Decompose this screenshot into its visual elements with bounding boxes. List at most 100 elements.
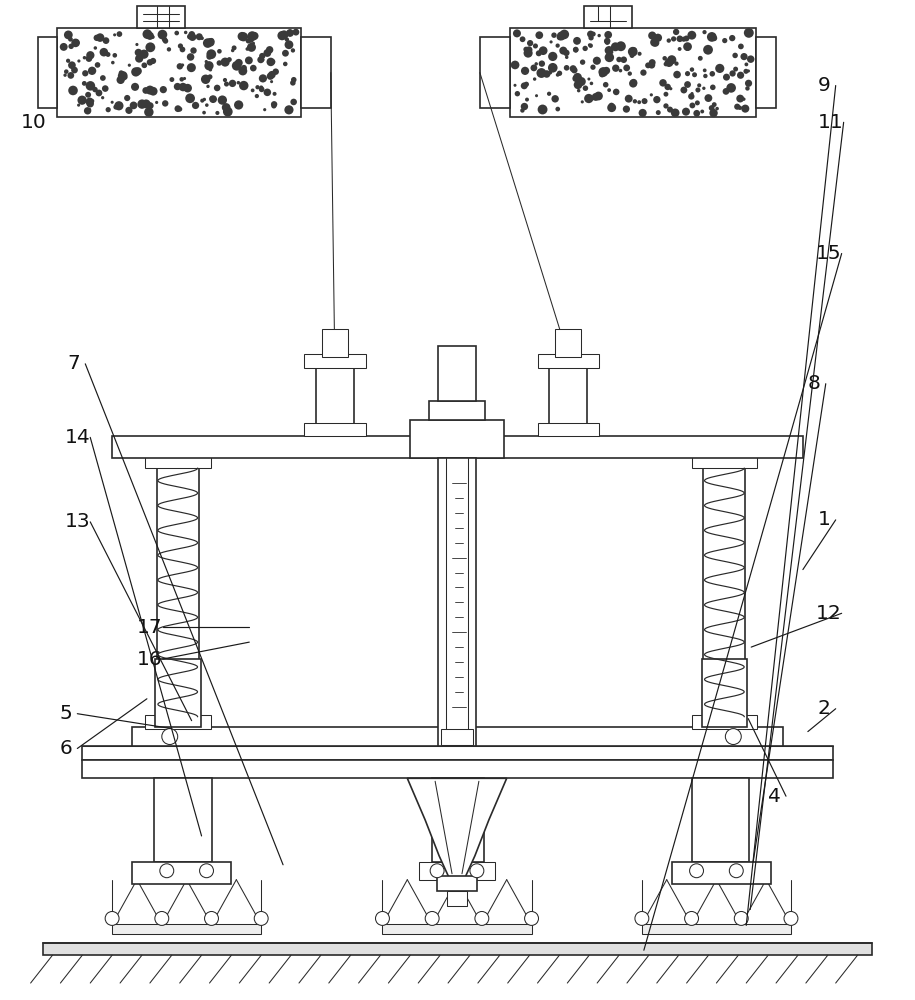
Circle shape	[105, 911, 119, 925]
Text: 1: 1	[818, 510, 831, 529]
Circle shape	[430, 864, 444, 878]
Circle shape	[285, 37, 289, 42]
Circle shape	[694, 100, 700, 105]
Circle shape	[231, 49, 234, 52]
Circle shape	[130, 102, 137, 109]
Bar	[438, 458, 476, 746]
Bar	[704, 458, 745, 727]
Circle shape	[86, 98, 94, 106]
Circle shape	[247, 31, 257, 41]
Bar	[549, 357, 587, 436]
Circle shape	[603, 82, 608, 88]
Circle shape	[209, 38, 214, 44]
Circle shape	[113, 105, 118, 110]
Circle shape	[114, 101, 124, 110]
Text: 4: 4	[768, 787, 781, 806]
Circle shape	[694, 110, 700, 117]
Circle shape	[676, 35, 684, 42]
Circle shape	[678, 47, 682, 51]
Circle shape	[563, 50, 569, 56]
Circle shape	[77, 104, 81, 107]
Circle shape	[630, 79, 637, 88]
Circle shape	[255, 85, 260, 89]
Circle shape	[737, 95, 744, 102]
Circle shape	[293, 29, 299, 36]
Circle shape	[707, 32, 716, 42]
Circle shape	[555, 43, 560, 48]
Circle shape	[548, 52, 557, 61]
Circle shape	[744, 28, 754, 38]
Circle shape	[270, 59, 275, 64]
Bar	[156, 458, 199, 727]
Circle shape	[95, 62, 101, 68]
Circle shape	[605, 40, 610, 45]
Circle shape	[625, 95, 632, 103]
Circle shape	[690, 67, 694, 72]
Circle shape	[620, 56, 627, 63]
Bar	[132, 727, 783, 746]
Circle shape	[589, 82, 593, 85]
Circle shape	[280, 30, 288, 39]
Circle shape	[648, 31, 656, 40]
Text: 14: 14	[64, 428, 91, 447]
Circle shape	[521, 67, 529, 75]
Circle shape	[734, 104, 740, 110]
Circle shape	[605, 53, 614, 62]
Circle shape	[543, 70, 551, 78]
Circle shape	[82, 56, 86, 59]
Circle shape	[685, 46, 690, 51]
Circle shape	[671, 108, 680, 117]
Circle shape	[534, 62, 538, 66]
Circle shape	[525, 46, 533, 53]
Circle shape	[204, 61, 213, 70]
Circle shape	[697, 83, 701, 87]
Circle shape	[177, 63, 183, 70]
Circle shape	[264, 89, 271, 96]
Text: 13: 13	[64, 512, 90, 531]
Bar	[304, 354, 366, 368]
Circle shape	[82, 70, 89, 76]
Circle shape	[251, 88, 254, 92]
Circle shape	[239, 32, 248, 41]
Circle shape	[535, 31, 544, 39]
Circle shape	[649, 59, 656, 66]
Circle shape	[205, 60, 208, 63]
Bar	[537, 354, 599, 368]
Circle shape	[102, 85, 109, 92]
Circle shape	[524, 911, 539, 925]
Circle shape	[245, 38, 251, 43]
Circle shape	[667, 38, 671, 43]
Circle shape	[207, 49, 216, 59]
Circle shape	[630, 53, 634, 58]
Bar	[702, 659, 748, 727]
Circle shape	[703, 74, 707, 78]
Circle shape	[235, 59, 242, 67]
Circle shape	[690, 864, 704, 878]
Circle shape	[684, 42, 692, 51]
Circle shape	[264, 108, 266, 111]
Circle shape	[131, 83, 139, 91]
Bar	[58, 28, 301, 117]
Circle shape	[557, 71, 562, 76]
Circle shape	[709, 71, 716, 77]
Circle shape	[291, 77, 296, 83]
Circle shape	[623, 64, 630, 71]
Circle shape	[210, 95, 217, 103]
Circle shape	[203, 38, 212, 48]
Circle shape	[593, 57, 601, 65]
Circle shape	[239, 81, 249, 90]
Circle shape	[738, 44, 744, 49]
Bar	[113, 436, 802, 458]
Circle shape	[641, 98, 648, 104]
Circle shape	[628, 47, 638, 57]
Circle shape	[747, 55, 755, 63]
Circle shape	[92, 87, 98, 92]
Circle shape	[638, 52, 641, 56]
Bar	[756, 37, 776, 108]
Circle shape	[729, 864, 743, 878]
Circle shape	[425, 911, 439, 925]
Circle shape	[574, 80, 582, 89]
Circle shape	[113, 53, 117, 58]
Circle shape	[134, 67, 142, 75]
Circle shape	[81, 81, 87, 86]
